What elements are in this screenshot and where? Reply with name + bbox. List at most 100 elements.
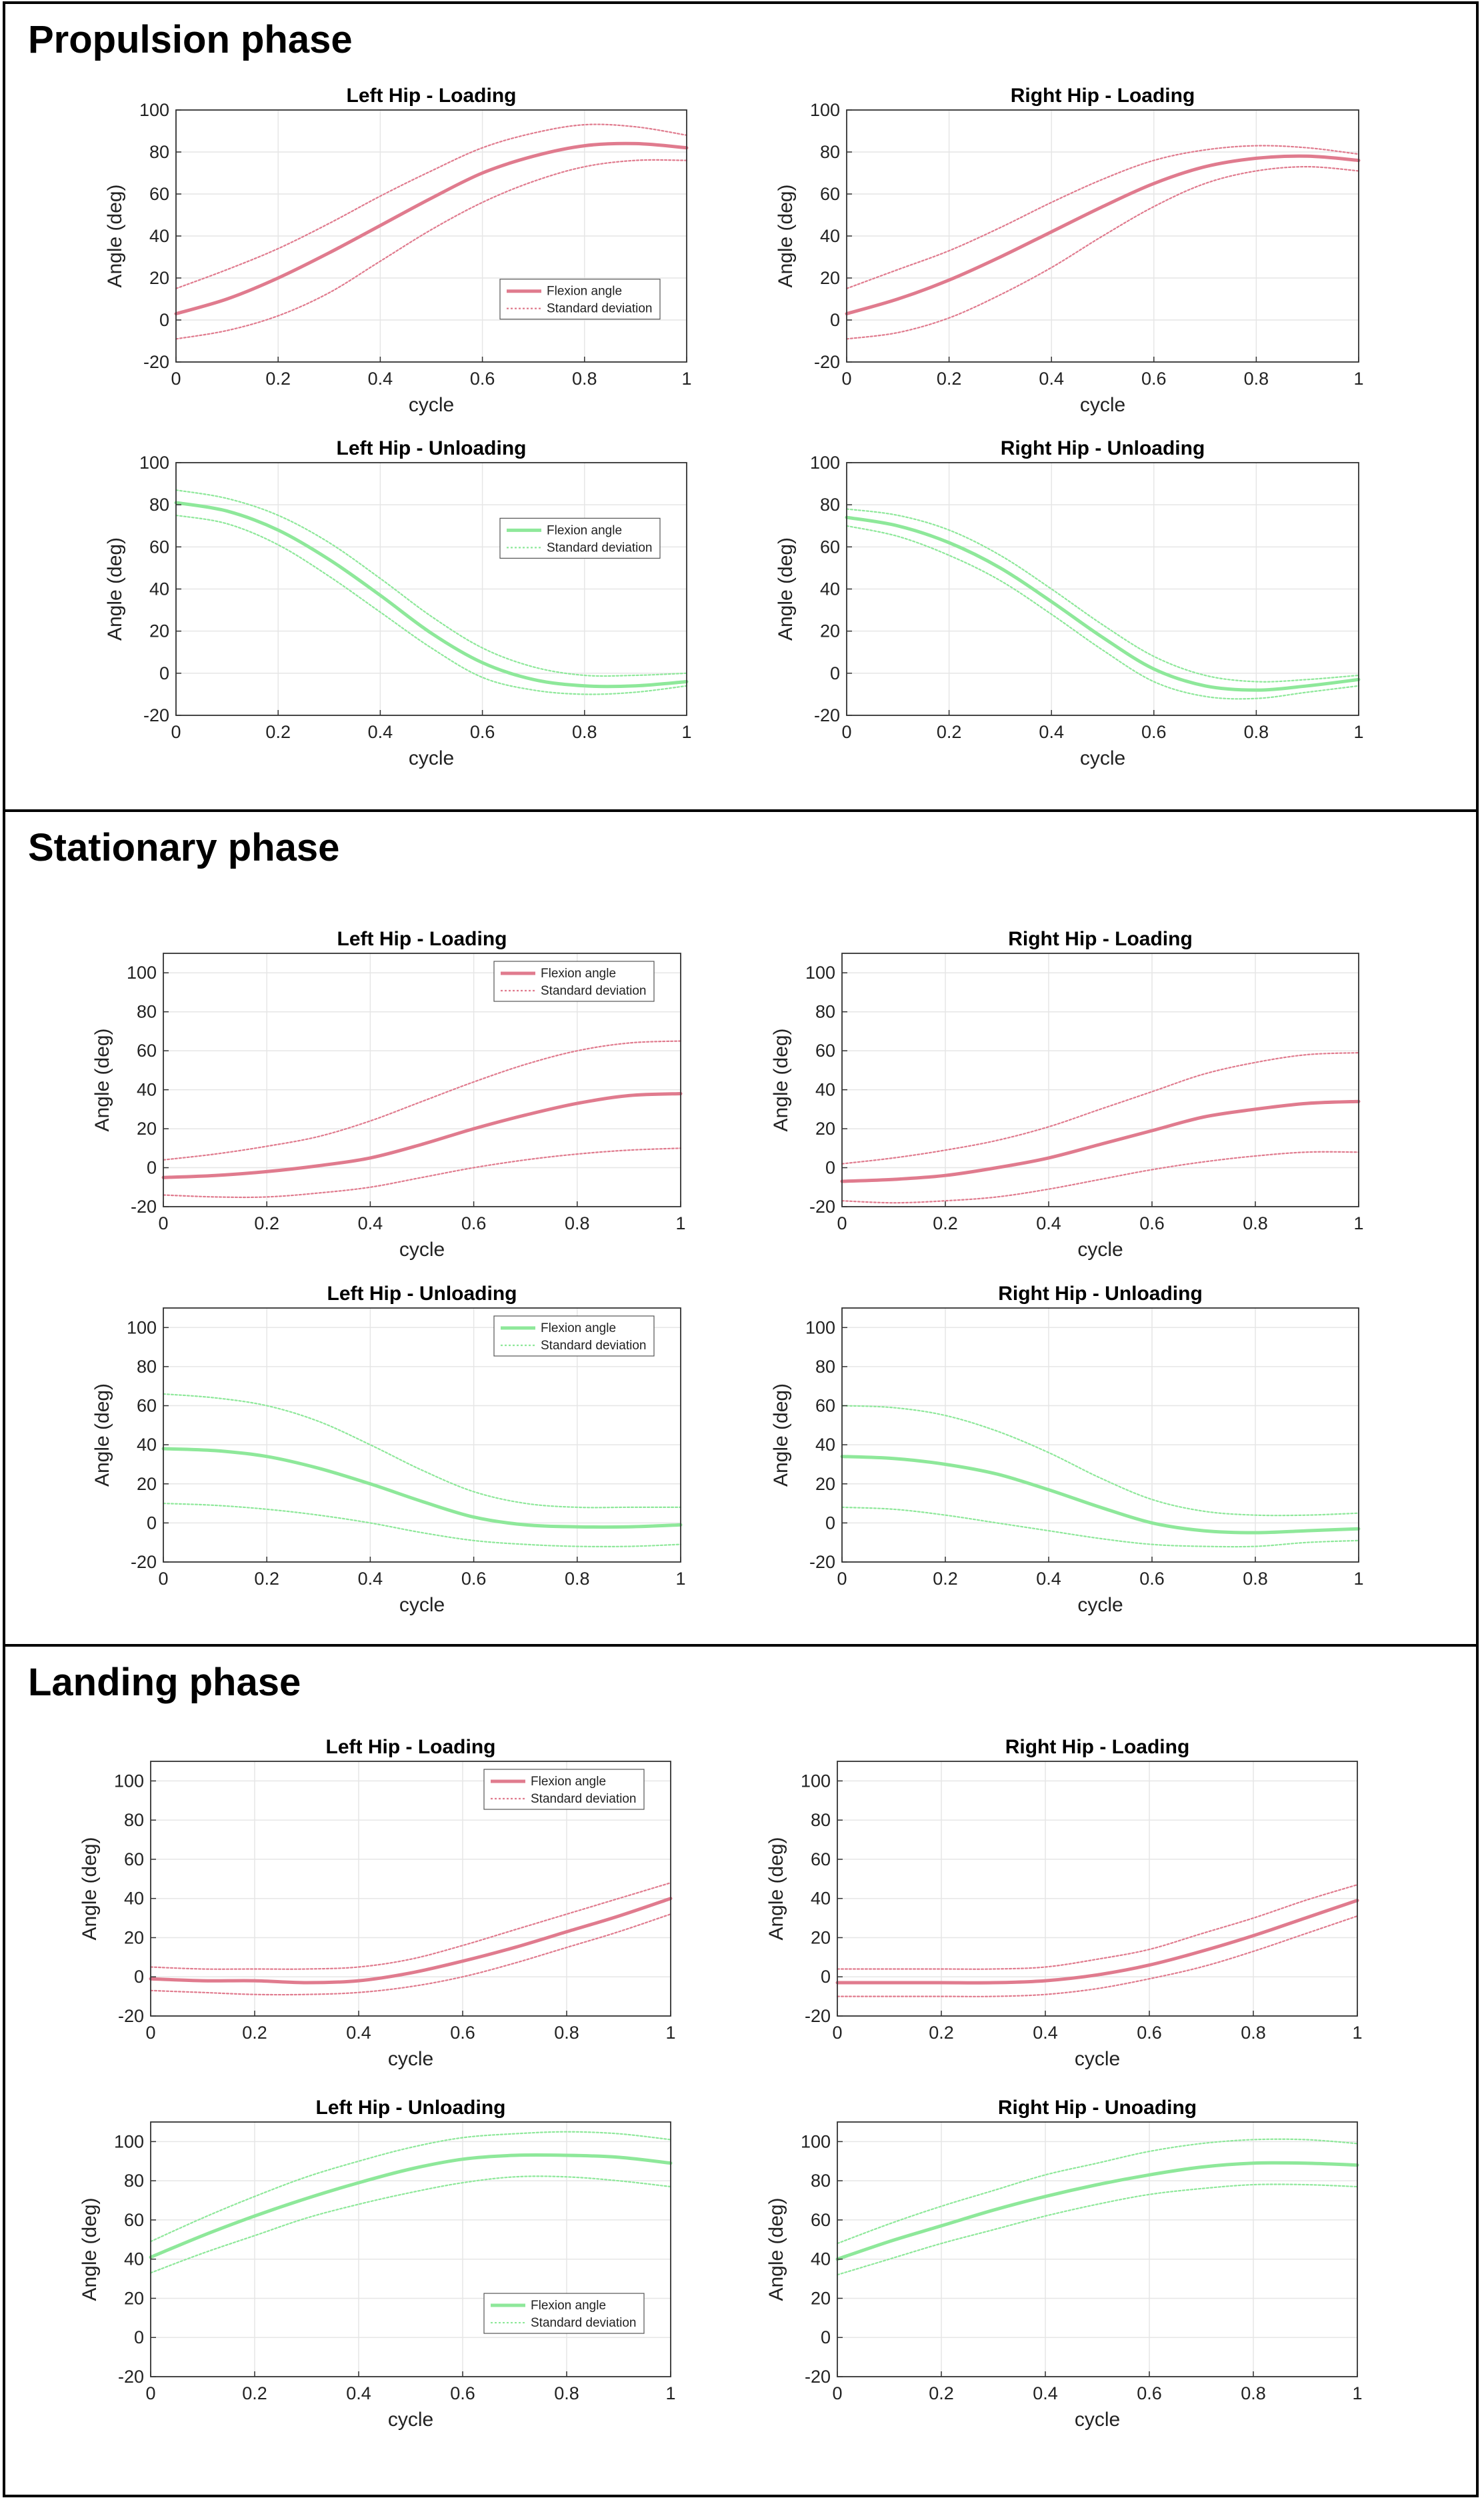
y-axis-label: Angle (deg) — [770, 1028, 792, 1131]
chart-title: Right Hip - Unoading — [998, 2097, 1197, 2119]
series-flexion-angle — [174, 501, 689, 689]
y-tick-label: 60 — [820, 184, 840, 204]
x-tick-label: 0.6 — [1141, 722, 1167, 742]
x-tick-label: 1 — [1353, 369, 1363, 389]
y-tick-label: 100 — [810, 100, 840, 120]
x-tick-label: 1 — [1352, 2383, 1362, 2403]
y-tick-label: 80 — [149, 142, 169, 162]
y-tick-label: 20 — [811, 1927, 831, 1947]
x-tick-label: 0.6 — [470, 722, 495, 742]
x-tick-label: 0.4 — [1039, 369, 1064, 389]
y-tick-label: 100 — [139, 100, 169, 120]
chart-title: Left Hip - Unloading — [327, 1283, 517, 1305]
legend-label: Standard deviation — [547, 541, 652, 555]
series-standard-deviation — [162, 1503, 682, 1547]
y-tick-label: -20 — [118, 2367, 144, 2387]
x-tick-label: 0.8 — [1244, 722, 1269, 742]
x-tick-label: 0.2 — [933, 1569, 958, 1589]
x-tick-label: 0.4 — [346, 2383, 371, 2403]
series-standard-deviation — [175, 489, 688, 677]
series-standard-deviation — [841, 1052, 1360, 1165]
y-tick-label: 20 — [137, 1474, 157, 1494]
x-tick-label: 1 — [1353, 1213, 1363, 1233]
x-axis-label: cycle — [388, 2409, 433, 2431]
y-axis-label: Angle (deg) — [765, 2197, 787, 2301]
x-axis-label: cycle — [1077, 1239, 1123, 1261]
y-tick-label: 100 — [810, 453, 840, 473]
x-tick-label: 0 — [171, 369, 181, 389]
y-tick-label: 80 — [815, 1002, 835, 1022]
legend-label: Flexion angle — [541, 967, 616, 981]
y-tick-label: 100 — [114, 1771, 144, 1791]
series-standard-deviation — [845, 145, 1360, 289]
x-tick-label: 1 — [665, 2023, 675, 2043]
legend: Flexion angle Standard deviation — [483, 1769, 645, 1810]
y-tick-label: -20 — [143, 352, 169, 372]
chart-title: Left Hip - Unloading — [337, 437, 527, 459]
y-tick-label: 40 — [820, 226, 840, 246]
section-propulsion: Propulsion phase — [3, 1, 1479, 812]
y-tick-label: 40 — [811, 2249, 831, 2269]
x-tick-label: 0.8 — [1241, 2383, 1266, 2403]
y-tick-label: 100 — [801, 2131, 831, 2151]
axes-box — [150, 1761, 671, 2017]
series-standard-deviation — [175, 159, 688, 340]
x-tick-label: 0 — [841, 722, 851, 742]
y-tick-label: 0 — [147, 1158, 157, 1178]
x-tick-label: 0.2 — [242, 2023, 267, 2043]
y-tick-label: 80 — [124, 1810, 144, 1830]
chart-title: Left Hip - Unloading — [316, 2097, 506, 2119]
axes-box — [837, 1761, 1358, 2017]
y-tick-label: 0 — [159, 310, 169, 330]
y-tick-label: 20 — [815, 1474, 835, 1494]
x-tick-label: 0.2 — [254, 1569, 279, 1589]
y-tick-label: -20 — [805, 2367, 831, 2387]
x-tick-label: 0.2 — [265, 369, 291, 389]
y-tick-label: 80 — [820, 495, 840, 515]
legend-label: Flexion angle — [531, 2299, 606, 2313]
x-tick-label: 0.2 — [929, 2023, 954, 2043]
series-standard-deviation — [175, 123, 688, 289]
x-tick-label: 0.6 — [470, 369, 495, 389]
x-tick-label: 0 — [837, 1569, 847, 1589]
y-tick-label: 20 — [820, 268, 840, 288]
y-axis-label: Angle (deg) — [775, 537, 797, 641]
legend-box — [493, 1315, 655, 1357]
y-tick-label: -20 — [131, 1552, 157, 1572]
y-tick-label: 100 — [801, 1771, 831, 1791]
y-tick-label: -20 — [143, 705, 169, 725]
y-axis-label: Angle (deg) — [104, 184, 126, 287]
axes-box — [150, 2121, 671, 2377]
legend-label: Standard deviation — [531, 1792, 636, 1806]
y-tick-label: -20 — [131, 1197, 157, 1217]
axes-box — [163, 953, 681, 1207]
y-tick-label: 60 — [149, 537, 169, 557]
legend: Flexion angle Standard deviation — [483, 2293, 645, 2334]
x-tick-label: 0.4 — [1033, 2383, 1058, 2403]
x-tick-label: 0.2 — [242, 2383, 267, 2403]
x-tick-label: 1 — [675, 1213, 685, 1233]
section-title: Landing phase — [28, 1661, 301, 1704]
x-tick-label: 0.8 — [572, 369, 597, 389]
series-standard-deviation — [836, 1884, 1359, 1970]
y-tick-label: 0 — [159, 663, 169, 683]
x-tick-label: 0.4 — [368, 369, 393, 389]
legend-box — [499, 517, 661, 559]
y-tick-label: -20 — [814, 352, 840, 372]
series-standard-deviation — [162, 1393, 682, 1509]
y-tick-label: 20 — [820, 621, 840, 641]
x-tick-label: 0.8 — [1241, 2023, 1266, 2043]
y-tick-label: 0 — [825, 1158, 835, 1178]
x-tick-label: 0.4 — [358, 1213, 383, 1233]
x-tick-label: 0.8 — [565, 1569, 590, 1589]
legend-label: Flexion angle — [547, 285, 622, 299]
y-tick-label: 60 — [149, 184, 169, 204]
y-tick-label: 20 — [124, 1927, 144, 1947]
y-tick-label: 60 — [815, 1041, 835, 1061]
y-tick-label: -20 — [809, 1552, 835, 1572]
y-tick-label: 0 — [821, 1967, 831, 1987]
y-tick-label: 40 — [149, 579, 169, 599]
legend-label: Flexion angle — [531, 1775, 606, 1789]
